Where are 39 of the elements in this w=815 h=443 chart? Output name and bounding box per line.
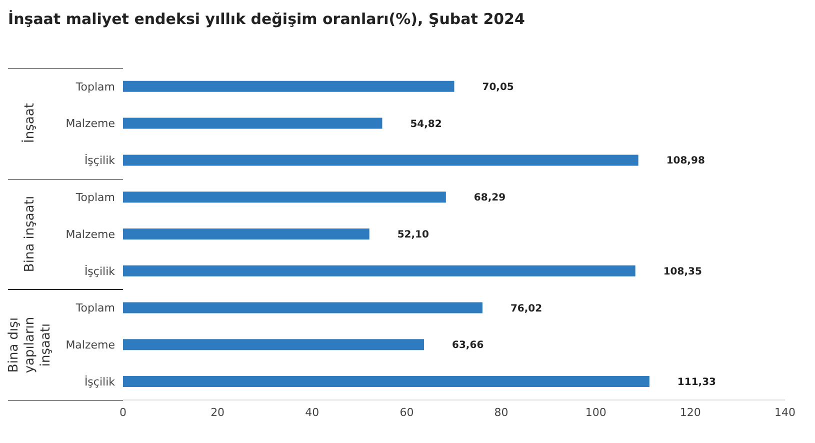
x-tick-label: 120 — [680, 406, 701, 419]
bar — [123, 376, 650, 388]
bar — [123, 228, 370, 240]
y-tick-label: Malzeme — [66, 228, 116, 241]
bar — [123, 265, 636, 276]
data-label: 76,02 — [510, 303, 542, 314]
data-label: 63,66 — [452, 340, 484, 352]
x-tick-label: 40 — [305, 406, 320, 419]
bar — [123, 339, 424, 350]
x-tick-label: 60 — [400, 406, 414, 419]
bar — [123, 118, 382, 129]
x-tick-label: 80 — [494, 406, 508, 419]
data-label: 108,35 — [663, 266, 702, 278]
bar — [123, 80, 454, 92]
data-label: 70,05 — [482, 82, 514, 93]
x-tick-label: 100 — [585, 406, 606, 419]
bar — [123, 302, 482, 314]
bar — [123, 192, 446, 203]
text: Bina inşaatı — [22, 196, 38, 272]
data-label: 54,82 — [410, 118, 442, 130]
y-tick-label: Malzeme — [66, 117, 116, 130]
y-tick-label: Toplam — [74, 80, 115, 94]
data-label: 111,33 — [677, 377, 716, 388]
text: Bina dışı yapıların inşaatı — [6, 316, 54, 375]
y-tick-label: Toplam — [74, 191, 115, 204]
data-label: 52,10 — [397, 230, 430, 241]
text: İnşaat — [22, 103, 38, 144]
bar — [123, 154, 638, 166]
x-tick-label: 0 — [120, 406, 126, 419]
y-tick-label: İşçilik — [84, 153, 116, 168]
x-tick-label: 140 — [774, 406, 796, 419]
data-label: 108,98 — [666, 156, 705, 167]
y-tick-label: İşçilik — [84, 264, 116, 278]
data-label: 68,29 — [474, 192, 506, 204]
x-tick-label: 20 — [210, 406, 225, 419]
y-tick-label: Toplam — [74, 302, 115, 315]
chart-title: İnşaat maliyet endeksi yıllık değişim oranları(%), Şubat 2024 — [8, 9, 526, 30]
y-tick-label: Malzeme — [66, 338, 116, 352]
y-tick-label: İşçilik — [84, 374, 116, 388]
